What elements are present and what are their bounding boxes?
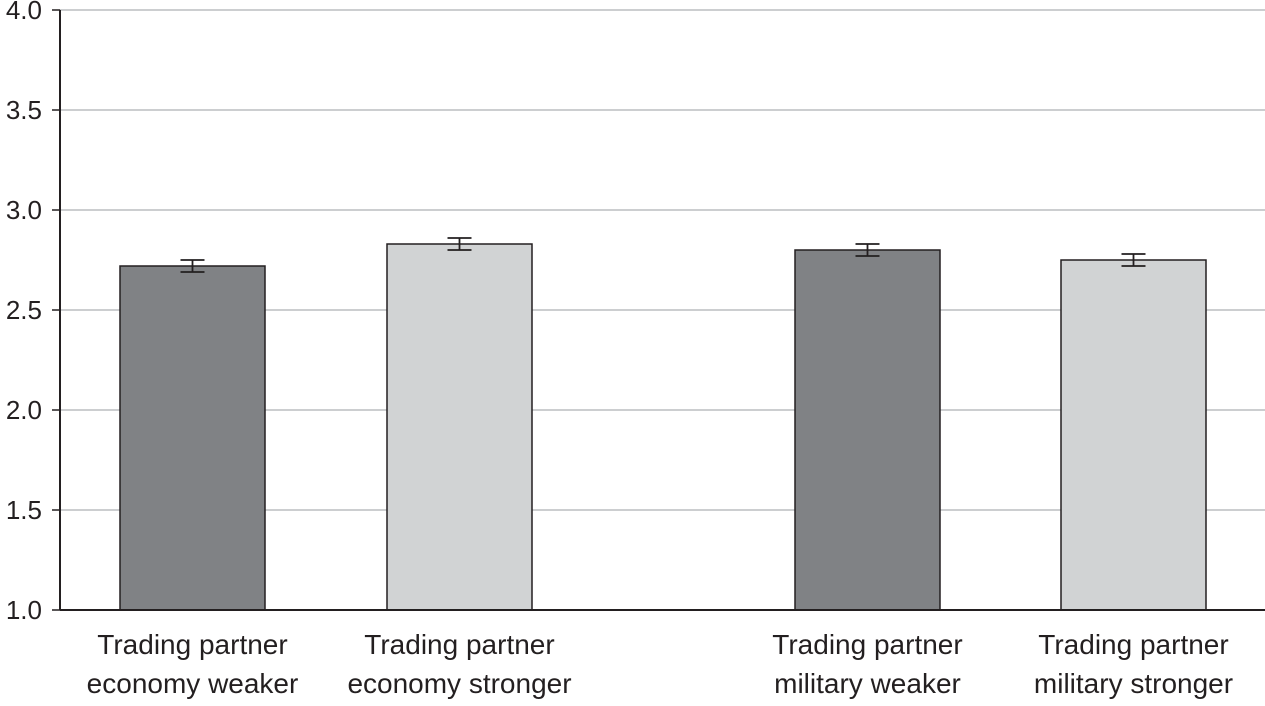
category-label-line2: economy stronger xyxy=(347,668,571,699)
category-label-line1: Trading partner xyxy=(1038,629,1228,660)
y-tick-label: 2.5 xyxy=(6,295,42,325)
y-tick-label: 1.5 xyxy=(6,495,42,525)
error-bar-1 xyxy=(180,259,205,273)
category-label-2: Trading partner economy stronger xyxy=(347,629,571,699)
category-label-1: Trading partner economy weaker xyxy=(87,629,299,699)
y-tick-label: 3.5 xyxy=(6,95,42,125)
category-label-line1: Trading partner xyxy=(364,629,554,660)
y-tick-label: 1.0 xyxy=(6,595,42,625)
bar-4 xyxy=(1060,259,1207,611)
category-label-line2: economy weaker xyxy=(87,668,299,699)
y-tick-label: 2.0 xyxy=(6,395,42,425)
bar-2 xyxy=(386,243,533,611)
bar-3 xyxy=(794,249,941,611)
bar-1 xyxy=(119,265,266,611)
error-bar-4 xyxy=(1121,253,1146,267)
error-bars xyxy=(180,237,1146,273)
axes xyxy=(52,9,1265,611)
category-label-line2: military weaker xyxy=(774,668,961,699)
y-tick-label: 3.0 xyxy=(6,195,42,225)
category-label-line1: Trading partner xyxy=(772,629,962,660)
category-label-line1: Trading partner xyxy=(97,629,287,660)
error-bar-2 xyxy=(447,237,472,251)
y-tick-label: 4.0 xyxy=(6,0,42,25)
category-label-3: Trading partner military weaker xyxy=(772,629,962,699)
error-bar-3 xyxy=(855,243,880,257)
category-label-line2: military stronger xyxy=(1034,668,1233,699)
category-label-4: Trading partner military stronger xyxy=(1034,629,1233,699)
y-tick-labels: 1.0 1.5 2.0 2.5 3.0 3.5 4.0 xyxy=(6,0,42,625)
bars xyxy=(119,243,1207,611)
